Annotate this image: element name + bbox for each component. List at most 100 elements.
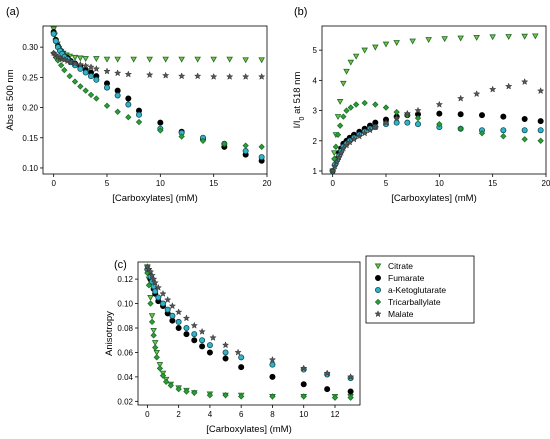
y-tick-label: 0.06 xyxy=(117,348,133,357)
data-point-citrate xyxy=(147,294,154,301)
data-point-aketoglutarate xyxy=(88,73,95,80)
legend: Citrate Fumarate a-Ketoglutarate Tricarball… xyxy=(365,255,475,324)
data-point-malate xyxy=(257,72,266,80)
y-tick-label: 0.15 xyxy=(22,134,38,143)
data-point-tricarballylate xyxy=(336,122,344,129)
data-point-citrate xyxy=(103,56,111,63)
data-point-malate xyxy=(174,308,183,316)
legend-marker-fumarate xyxy=(374,274,381,281)
data-point-aketoglutarate xyxy=(155,294,162,301)
data-point-citrate xyxy=(210,56,217,63)
x-tick-label: 10 xyxy=(435,179,444,188)
data-point-tricarballylate xyxy=(393,108,400,116)
x-tick-label: 0 xyxy=(51,179,56,188)
data-point-aketoglutarate xyxy=(169,312,176,319)
data-point-tricarballylate xyxy=(414,114,422,122)
series-fumarate xyxy=(144,266,354,395)
x-tick-label: 10 xyxy=(156,179,165,188)
data-point-citrate xyxy=(330,150,338,157)
data-point-tricarballylate xyxy=(221,140,228,147)
series-malate xyxy=(143,262,355,381)
x-tick-label: 15 xyxy=(488,179,497,188)
data-point-citrate xyxy=(361,47,368,54)
data-point-citrate xyxy=(505,34,512,40)
y-tick-label: 5 xyxy=(313,46,318,55)
legend-box xyxy=(365,255,475,324)
data-point-malate xyxy=(177,72,186,80)
data-point-malate xyxy=(161,71,170,79)
data-point-fumarate xyxy=(157,119,164,126)
data-point-tricarballylate xyxy=(457,125,464,132)
data-point-tricarballylate xyxy=(114,108,121,115)
data-point-tricarballylate xyxy=(331,394,339,401)
data-point-malate xyxy=(151,278,159,286)
data-point-malate xyxy=(504,82,513,90)
data-point-malate xyxy=(190,321,199,329)
panel-a: (a) 0 5 10 15 20 0.10 0.15 0.20 0.25 0.30 [Carboxyl… xyxy=(5,6,272,204)
x-tick-label: 12 xyxy=(331,410,340,419)
data-point-citrate xyxy=(258,57,265,64)
series-tricarballylate xyxy=(144,269,354,401)
data-point-citrate xyxy=(393,40,400,47)
legend-marker-tricarballylate xyxy=(374,298,382,306)
data-point-aketoglutarate xyxy=(50,30,57,37)
data-point-aketoglutarate xyxy=(242,148,249,155)
data-point-tricarballylate xyxy=(300,393,307,400)
data-point-fumarate xyxy=(269,373,276,380)
data-point-tricarballylate xyxy=(178,133,185,140)
data-point-tricarballylate xyxy=(157,127,164,134)
data-point-fumarate xyxy=(457,111,464,118)
data-point-malate xyxy=(355,132,364,140)
data-point-malate xyxy=(113,69,122,77)
data-point-tricarballylate xyxy=(61,66,68,74)
data-point-malate xyxy=(149,275,158,283)
data-point-citrate xyxy=(194,56,201,63)
data-point-citrate xyxy=(156,362,164,369)
data-point-citrate xyxy=(473,34,480,41)
data-point-malate xyxy=(328,167,337,175)
x-tick-label: 2 xyxy=(176,410,181,419)
data-point-citrate xyxy=(148,313,156,320)
data-point-citrate xyxy=(343,68,350,75)
data-point-malate xyxy=(456,94,465,102)
y-tick-label: 4 xyxy=(313,76,318,85)
data-point-fumarate xyxy=(169,317,176,324)
data-point-aketoglutarate xyxy=(269,361,276,368)
data-point-tricarballylate xyxy=(71,78,79,85)
data-point-aketoglutarate xyxy=(52,38,59,45)
data-point-malate xyxy=(299,364,308,372)
data-point-tricarballylate xyxy=(156,365,164,372)
legend-item-aketoglutarate: a-Ketoglutarate xyxy=(374,285,446,295)
y-tick-label: 0.30 xyxy=(22,43,38,52)
data-point-tricarballylate xyxy=(145,282,153,289)
data-point-aketoglutarate xyxy=(238,354,245,361)
series-malate xyxy=(49,49,266,80)
x-tick-label: 5 xyxy=(384,179,389,188)
legend-marker-aketoglutarate xyxy=(374,286,381,293)
data-point-tricarballylate xyxy=(242,142,249,149)
data-point-malate xyxy=(360,129,369,137)
legend-label: a-Ketoglutarate xyxy=(388,285,446,295)
data-point-tricarballylate xyxy=(167,382,174,389)
y-tick-label: 0.25 xyxy=(22,73,38,82)
data-point-malate xyxy=(225,72,234,80)
data-point-malate xyxy=(221,341,230,349)
y-axis-label: Anisotropy xyxy=(104,311,115,356)
y-tick-label: 1 xyxy=(313,167,318,176)
data-point-fumarate xyxy=(206,349,213,356)
data-point-aketoglutarate xyxy=(160,300,167,307)
data-point-tricarballylate xyxy=(191,389,198,396)
x-tick-label: 8 xyxy=(270,410,275,419)
data-point-malate xyxy=(76,60,85,68)
data-point-malate xyxy=(92,64,101,73)
data-point-citrate xyxy=(457,35,464,42)
data-point-malate xyxy=(81,61,90,70)
data-point-aketoglutarate xyxy=(393,119,400,126)
x-tick-label: 20 xyxy=(263,179,272,188)
legend-marker-citrate xyxy=(374,263,382,270)
data-point-citrate xyxy=(162,56,169,63)
legend-item-malate: Malate xyxy=(374,309,414,319)
data-point-malate xyxy=(234,348,242,356)
legend-item-fumarate: Fumarate xyxy=(374,273,425,283)
